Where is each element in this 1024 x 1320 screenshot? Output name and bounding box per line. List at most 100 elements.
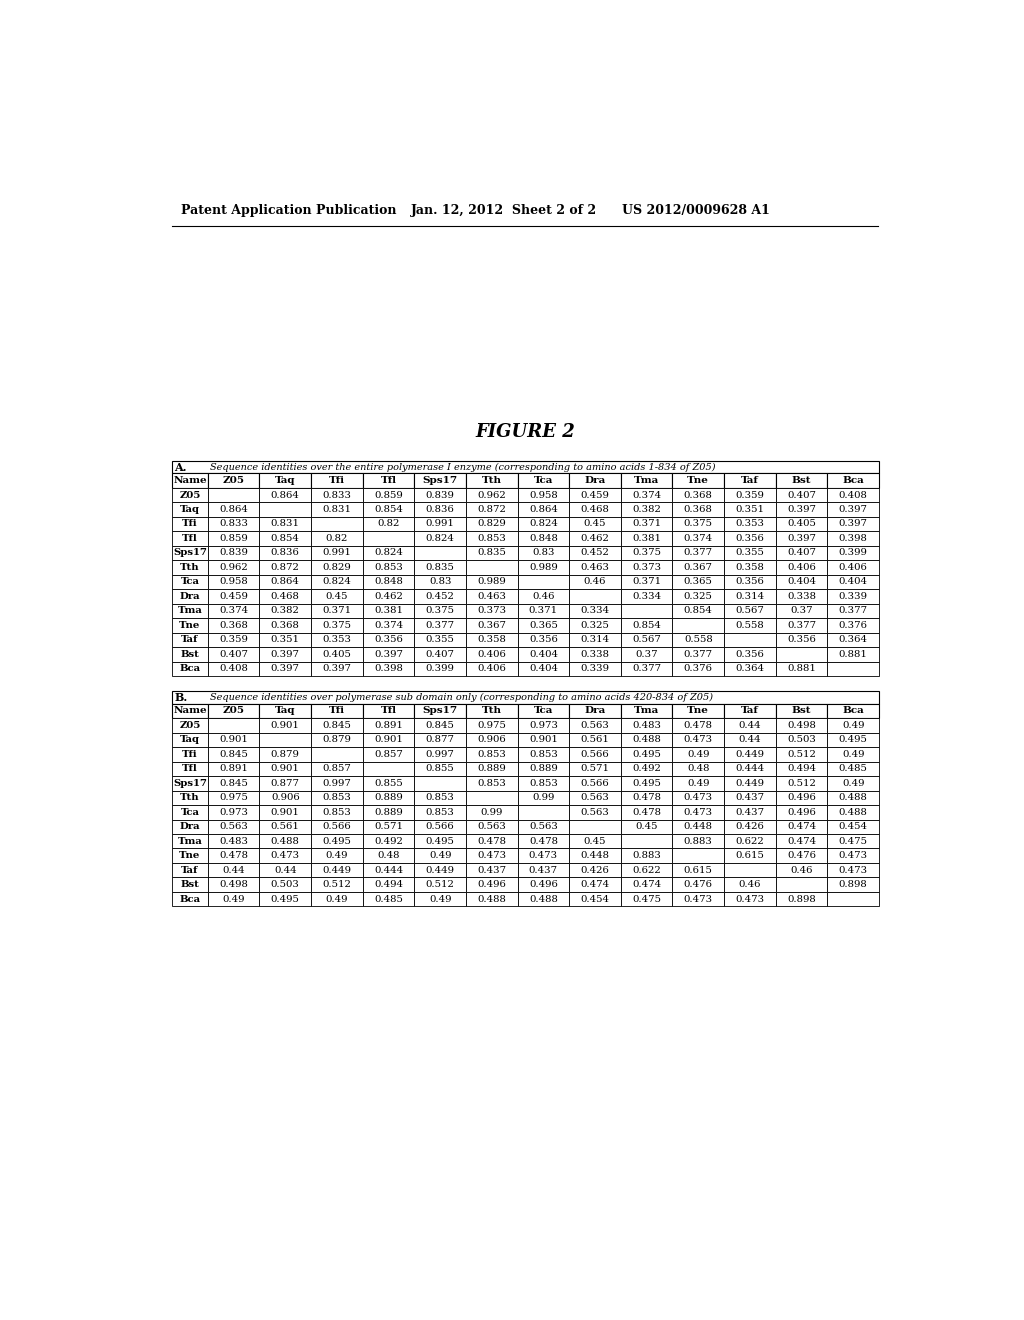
Text: 0.449: 0.449: [426, 866, 455, 875]
Bar: [621, 531, 673, 545]
Bar: [362, 718, 415, 733]
Bar: [466, 834, 517, 849]
Bar: [621, 574, 673, 589]
Text: 0.99: 0.99: [480, 808, 503, 817]
Text: 0.368: 0.368: [684, 491, 713, 499]
Bar: [621, 647, 673, 661]
Bar: [208, 603, 259, 618]
Bar: [259, 661, 311, 676]
Bar: [172, 805, 208, 820]
Bar: [827, 661, 879, 676]
Bar: [208, 474, 259, 488]
Text: 0.478: 0.478: [632, 808, 662, 817]
Text: 0.824: 0.824: [426, 535, 455, 543]
Text: 0.437: 0.437: [528, 866, 558, 875]
Text: 0.449: 0.449: [735, 779, 764, 788]
Text: Tca: Tca: [180, 808, 200, 817]
Text: Tma: Tma: [634, 477, 659, 484]
Bar: [362, 878, 415, 892]
Bar: [362, 820, 415, 834]
Bar: [362, 632, 415, 647]
Bar: [259, 834, 311, 849]
Text: 0.615: 0.615: [684, 866, 713, 875]
Text: Bst: Bst: [792, 477, 811, 484]
Text: Tma: Tma: [177, 606, 203, 615]
Bar: [621, 820, 673, 834]
Text: Tfl: Tfl: [381, 477, 396, 484]
Text: 0.367: 0.367: [684, 562, 713, 572]
Bar: [362, 791, 415, 805]
Bar: [569, 647, 621, 661]
Text: 0.563: 0.563: [219, 822, 248, 832]
Bar: [517, 589, 569, 603]
Bar: [311, 618, 362, 632]
Bar: [362, 488, 415, 503]
Bar: [172, 516, 208, 531]
Bar: [724, 791, 776, 805]
Bar: [673, 589, 724, 603]
Text: 0.498: 0.498: [219, 880, 248, 890]
Bar: [311, 589, 362, 603]
Text: 0.503: 0.503: [787, 735, 816, 744]
Bar: [259, 733, 311, 747]
Bar: [621, 878, 673, 892]
Bar: [208, 545, 259, 560]
Text: 0.397: 0.397: [839, 506, 867, 513]
Text: 0.408: 0.408: [839, 491, 867, 499]
Text: Taq: Taq: [180, 506, 200, 513]
Text: 0.356: 0.356: [735, 649, 764, 659]
Text: 0.48: 0.48: [687, 764, 710, 774]
Text: 0.404: 0.404: [529, 649, 558, 659]
Text: 0.37: 0.37: [791, 606, 813, 615]
Bar: [724, 647, 776, 661]
Bar: [362, 776, 415, 791]
Bar: [311, 647, 362, 661]
Bar: [621, 733, 673, 747]
Bar: [466, 603, 517, 618]
Bar: [776, 574, 827, 589]
Bar: [362, 589, 415, 603]
Text: 0.375: 0.375: [323, 620, 351, 630]
Bar: [259, 503, 311, 516]
Bar: [466, 805, 517, 820]
Bar: [172, 892, 208, 907]
Text: 0.889: 0.889: [529, 764, 558, 774]
Bar: [362, 503, 415, 516]
Bar: [827, 878, 879, 892]
Bar: [673, 632, 724, 647]
Bar: [259, 589, 311, 603]
Bar: [724, 747, 776, 762]
Text: 0.405: 0.405: [323, 649, 351, 659]
Bar: [311, 733, 362, 747]
Bar: [673, 834, 724, 849]
Bar: [517, 776, 569, 791]
Bar: [466, 488, 517, 503]
Text: 0.459: 0.459: [581, 491, 609, 499]
Bar: [362, 762, 415, 776]
Text: 0.563: 0.563: [477, 822, 506, 832]
Bar: [517, 747, 569, 762]
Text: 0.839: 0.839: [426, 491, 455, 499]
Bar: [415, 531, 466, 545]
Bar: [208, 531, 259, 545]
Bar: [621, 892, 673, 907]
Bar: [776, 820, 827, 834]
Bar: [673, 603, 724, 618]
Bar: [362, 545, 415, 560]
Text: 0.845: 0.845: [323, 721, 351, 730]
Text: 0.334: 0.334: [632, 591, 662, 601]
Bar: [259, 574, 311, 589]
Bar: [208, 618, 259, 632]
Bar: [517, 488, 569, 503]
Bar: [673, 531, 724, 545]
Text: 0.406: 0.406: [477, 664, 506, 673]
Bar: [259, 474, 311, 488]
Text: 0.83: 0.83: [429, 577, 452, 586]
Bar: [208, 747, 259, 762]
Text: 0.374: 0.374: [632, 491, 662, 499]
Bar: [311, 776, 362, 791]
Bar: [415, 762, 466, 776]
Text: 0.483: 0.483: [632, 721, 662, 730]
Bar: [362, 603, 415, 618]
Bar: [172, 603, 208, 618]
